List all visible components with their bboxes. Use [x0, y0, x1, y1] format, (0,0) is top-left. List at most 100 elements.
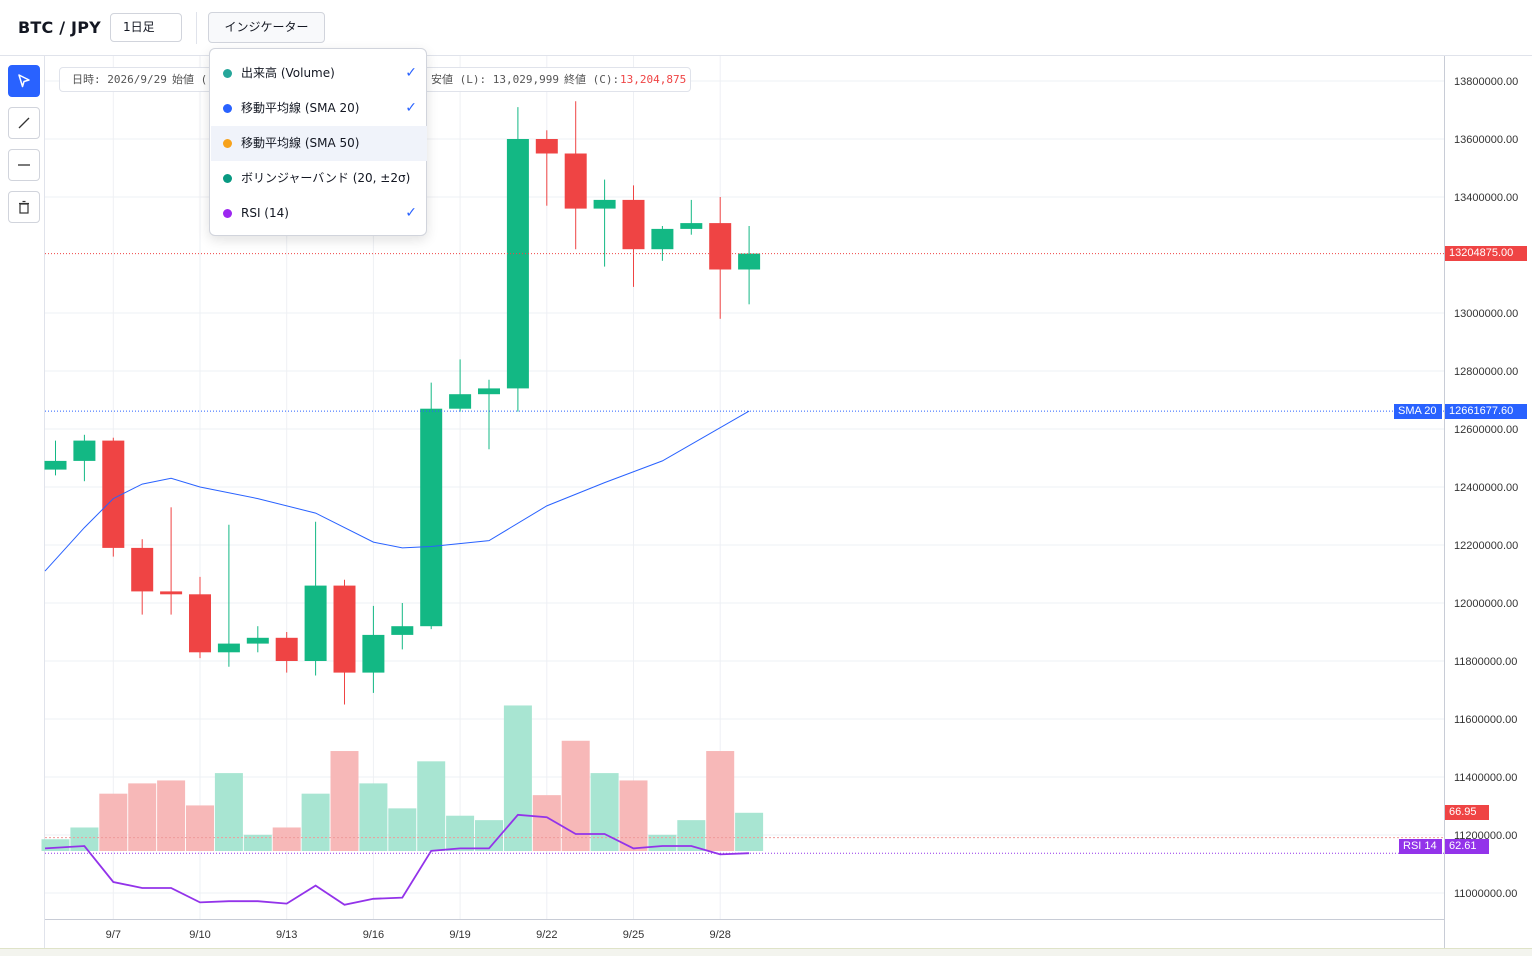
candle-body: [593, 199, 616, 209]
delete-drawings-button[interactable]: [8, 191, 40, 223]
check-icon: ✓: [405, 65, 417, 81]
candle-body: [246, 637, 269, 644]
volume-bar: [157, 780, 186, 851]
check-icon: ✓: [405, 100, 417, 116]
candle-body: [217, 643, 240, 653]
price-label: 12800000.00: [1454, 366, 1518, 378]
candle-body: [189, 594, 211, 653]
volume-bar: [301, 793, 330, 851]
volume-bar: [128, 783, 157, 851]
bottom-edge: [0, 948, 1532, 956]
candle-body: [680, 223, 703, 229]
volume-bar: [41, 839, 70, 851]
candle-body: [651, 228, 674, 250]
volume-bar: [503, 705, 532, 851]
candle-body: [131, 547, 154, 592]
candle-body: [333, 585, 356, 673]
candle-body: [738, 253, 761, 270]
menu-item-label: ボリンジャーバンド (20, ±2σ): [241, 171, 411, 185]
rsi-color-dot: [223, 209, 232, 218]
time-label: 9/10: [189, 929, 210, 941]
sma20-color-dot: [223, 104, 232, 113]
sma-label-tag: SMA 20: [1394, 404, 1442, 419]
indicator-lines: [44, 253, 1444, 906]
menu-item-label: 移動平均線 (SMA 50): [241, 136, 360, 150]
candles-layer: [44, 101, 761, 705]
drawing-toolbar: [0, 56, 45, 955]
divider: [196, 12, 197, 44]
candle-body: [564, 153, 587, 209]
timeframe-button[interactable]: 1日足: [110, 13, 182, 42]
candle-body: [420, 408, 443, 627]
menu-item-label: 出来高 (Volume): [241, 66, 335, 80]
horizontal-line-tool-button[interactable]: [8, 149, 40, 181]
volume-bar: [214, 773, 243, 851]
price-label: 12000000.00: [1454, 598, 1518, 610]
legend-close-value: 13,204,875: [620, 73, 687, 86]
time-label: 9/19: [449, 929, 470, 941]
candle-body: [44, 460, 67, 470]
candle-body: [102, 440, 125, 548]
candle-body: [622, 199, 645, 250]
trendline-tool-button[interactable]: [8, 107, 40, 139]
price-label: 11000000.00: [1454, 888, 1517, 900]
sma20-line: [44, 410, 750, 572]
bollinger-color-dot: [223, 174, 232, 183]
price-label: 13800000.00: [1454, 76, 1518, 88]
volume-bar: [99, 793, 128, 851]
price-label: 11400000.00: [1454, 772, 1517, 784]
check-icon: ✓: [405, 205, 417, 221]
legend-open: 始値 (: [172, 73, 208, 86]
price-label: 11800000.00: [1454, 656, 1517, 668]
cursor-icon: [18, 74, 30, 88]
menu-item-sma20[interactable]: 移動平均線 (SMA 20) ✓: [211, 91, 427, 126]
menu-item-label: 移動平均線 (SMA 20): [241, 101, 360, 115]
sma50-color-dot: [223, 139, 232, 148]
menu-item-sma50[interactable]: 移動平均線 (SMA 50): [211, 126, 427, 161]
trendline-icon: [18, 117, 30, 129]
candle-body: [73, 440, 96, 461]
candle-body: [362, 634, 385, 673]
symbol-title: BTC / JPY: [18, 18, 101, 37]
volume-bar: [359, 783, 388, 851]
volume-bar: [446, 815, 475, 851]
sma-value-tag: 12661677.60: [1445, 404, 1527, 419]
menu-item-rsi[interactable]: RSI (14) ✓: [211, 196, 427, 231]
volume-bar: [243, 834, 272, 851]
candle-body: [506, 139, 529, 389]
legend-close-label: 終値 (C):: [564, 73, 620, 86]
volume-bar: [706, 751, 735, 851]
menu-item-label: RSI (14): [241, 206, 289, 220]
rsi-label-tag: RSI 14: [1399, 839, 1442, 854]
chart-grid: [45, 56, 1444, 919]
rsi-line: [44, 813, 750, 906]
volume-color-dot: [223, 69, 232, 78]
menu-item-bollinger[interactable]: ボリンジャーバンド (20, ±2σ): [211, 161, 427, 196]
indicators-button[interactable]: インジケーター: [208, 12, 325, 43]
legend-date: 日時: 2026/9/29: [72, 73, 167, 86]
volume-bar: [330, 751, 359, 851]
time-label: 9/25: [623, 929, 644, 941]
candle-body: [535, 139, 558, 154]
time-label: 9/13: [276, 929, 297, 941]
volume-bar: [619, 780, 648, 851]
indicator-menu: 出来高 (Volume) ✓ 移動平均線 (SMA 20) ✓ 移動平均線 (S…: [209, 48, 427, 236]
volume-layer: [41, 705, 764, 851]
price-label: 13400000.00: [1454, 192, 1518, 204]
candle-body: [449, 394, 472, 409]
horizontal-line-icon: [18, 164, 30, 166]
time-label: 9/16: [363, 929, 384, 941]
candle-body: [304, 585, 327, 661]
candle-body: [709, 223, 732, 270]
candle-body: [391, 626, 414, 635]
price-label: 12600000.00: [1454, 424, 1518, 436]
cursor-tool-button[interactable]: [8, 65, 40, 97]
price-axis: 13800000.00 13600000.00 13400000.00 1300000…: [1454, 76, 1518, 900]
menu-item-volume[interactable]: 出来高 (Volume) ✓: [211, 56, 427, 91]
rsi-upper-tag: 66.95: [1445, 805, 1489, 820]
price-label: 13000000.00: [1454, 308, 1518, 320]
candle-body: [275, 637, 298, 661]
volume-bar: [186, 805, 214, 851]
volume-bar: [272, 827, 301, 851]
